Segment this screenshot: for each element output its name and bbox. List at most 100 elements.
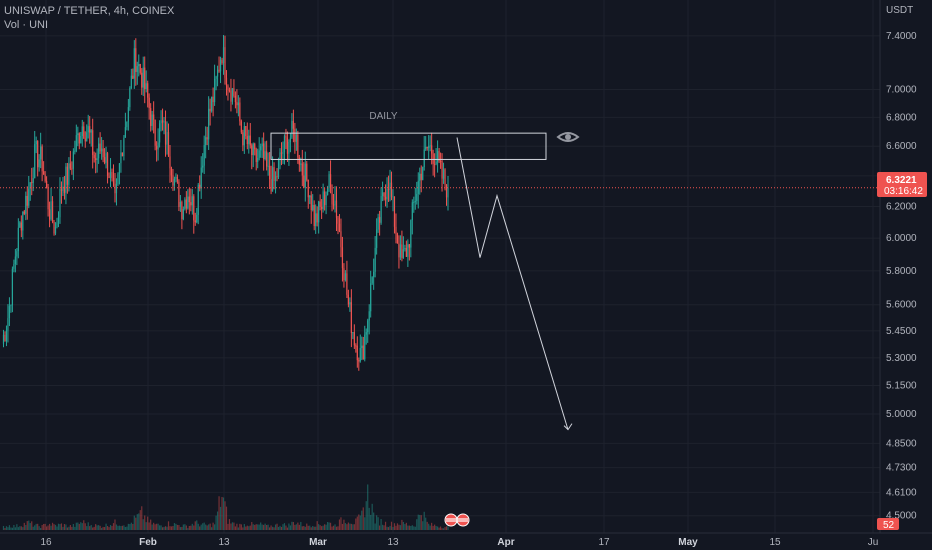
candle-body	[169, 156, 171, 169]
volume-bar	[387, 527, 390, 530]
volume-bar	[191, 523, 193, 530]
volume-bar	[170, 526, 173, 530]
volume-bar	[57, 523, 60, 530]
candle-body	[444, 169, 446, 185]
volume-bar	[338, 519, 341, 530]
candle-body	[335, 200, 338, 218]
candle-body	[359, 348, 361, 362]
candle-body	[206, 137, 208, 140]
volume-bar	[163, 526, 165, 530]
candle-body	[370, 283, 372, 312]
volume-bar	[173, 523, 176, 530]
volume-bar	[169, 526, 171, 530]
candle-body	[141, 72, 143, 88]
volume-bar	[166, 526, 168, 530]
candle-body	[343, 268, 345, 281]
candle-body	[98, 143, 100, 159]
volume-bar	[359, 515, 361, 530]
volume-bar	[7, 527, 9, 530]
volume-bar	[288, 523, 290, 530]
volume-bar	[237, 527, 239, 530]
candle-body	[224, 47, 226, 78]
volume-bar	[202, 523, 204, 530]
volume-bar	[292, 522, 294, 530]
volume-bar	[221, 496, 223, 530]
candle-body	[368, 311, 370, 321]
volume-bar	[120, 526, 122, 530]
candle-body	[167, 132, 170, 157]
volume-legend[interactable]: Vol · UNI	[4, 19, 49, 31]
candle-body	[246, 136, 248, 145]
candle-body	[123, 137, 125, 157]
candle-body	[208, 108, 210, 140]
volume-bar	[181, 526, 183, 530]
candle-body	[19, 222, 21, 228]
volume-bar	[142, 519, 144, 530]
candle-body	[249, 135, 251, 146]
volume-bar	[332, 525, 335, 530]
chart-legend: UNISWAP / TETHER, 4h, COINEX Vol · UNI	[4, 4, 174, 32]
candle-body	[292, 120, 294, 129]
candle-body	[193, 196, 195, 221]
candle-body	[92, 130, 94, 155]
volume-bar	[285, 525, 287, 530]
volume-bar	[365, 501, 367, 530]
daily-zone-rectangle[interactable]	[270, 132, 547, 160]
candle-body	[436, 151, 439, 162]
candle-body	[156, 145, 158, 150]
candle-body	[95, 158, 97, 161]
candle-body	[115, 183, 118, 194]
candle-body	[352, 332, 354, 334]
volume-bar	[227, 523, 229, 530]
volume-bar	[17, 527, 19, 530]
volume-bar	[126, 526, 128, 530]
earnings-flag-icon[interactable]	[444, 513, 470, 527]
volume-bar	[384, 521, 387, 530]
candle-body	[28, 188, 30, 206]
candle-body	[294, 128, 296, 142]
candle-body	[353, 332, 355, 346]
volume-bar	[48, 523, 51, 530]
volume-bar	[127, 523, 129, 530]
candle-body	[59, 188, 61, 218]
candle-body	[37, 141, 39, 168]
projection-path[interactable]	[456, 137, 569, 430]
volume-bar	[63, 523, 66, 530]
volume-bar	[344, 523, 347, 530]
candle-body	[170, 168, 173, 176]
candle-body	[44, 174, 46, 181]
candle-body	[185, 199, 187, 209]
candle-body	[422, 167, 424, 180]
volume-bar	[213, 524, 216, 530]
volume-bar	[249, 525, 251, 530]
eye-icon[interactable]	[556, 132, 580, 142]
candle-body	[408, 244, 410, 248]
volume-bar	[419, 514, 421, 530]
candle-body	[78, 133, 80, 144]
candle-body	[20, 222, 22, 231]
time-tick-label: 13	[387, 537, 399, 548]
candle-body	[72, 151, 74, 169]
candle-body	[428, 146, 430, 149]
candle-body	[164, 121, 167, 145]
candle-body	[410, 220, 412, 248]
volume-bar	[25, 525, 27, 530]
volume-bar	[298, 524, 300, 530]
volume-bar	[212, 522, 214, 530]
volume-bar	[389, 525, 391, 530]
candle-body	[350, 302, 352, 334]
symbol-legend[interactable]: UNISWAP / TETHER, 4h, COINEX	[4, 5, 175, 17]
volume-bar	[436, 526, 439, 530]
candle-body	[273, 167, 275, 181]
candle-body	[112, 177, 115, 184]
candle-body	[322, 191, 324, 210]
candle-body	[46, 180, 48, 188]
candle-body	[133, 48, 135, 79]
price-tick-label: 6.8000	[886, 112, 917, 123]
volume-bar	[179, 527, 181, 530]
candle-body	[81, 126, 83, 137]
candle-body	[325, 195, 327, 206]
candle-body	[383, 192, 385, 197]
candle-body	[416, 194, 418, 201]
